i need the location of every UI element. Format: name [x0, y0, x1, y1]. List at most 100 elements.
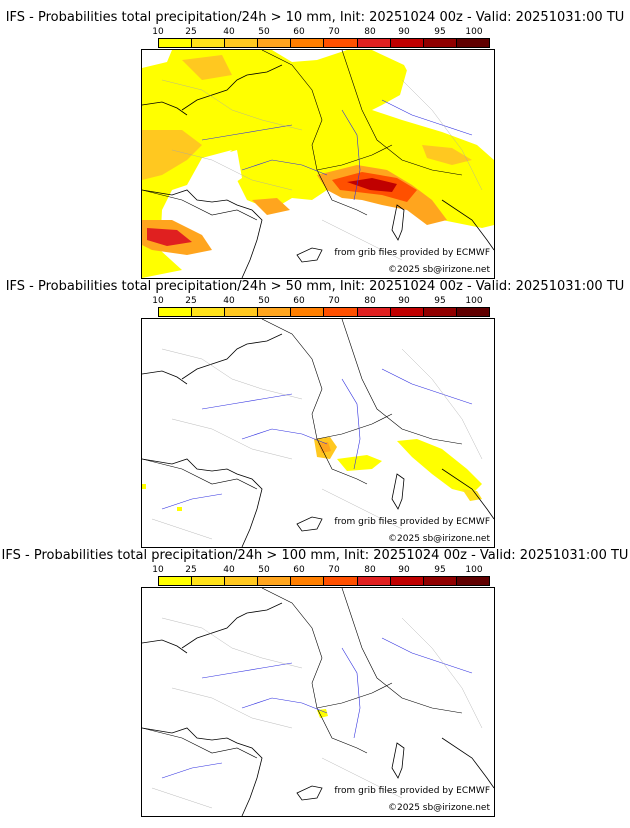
scale-swatch — [159, 308, 193, 316]
scale-swatch — [192, 577, 226, 585]
scale-swatch — [324, 577, 358, 585]
scale-tick: 25 — [185, 27, 197, 37]
panel-title: IFS - Probabilities total precipitation/… — [5, 279, 625, 294]
scale-swatch — [390, 577, 424, 585]
scale-tick: 90 — [398, 565, 410, 575]
scale-swatch — [456, 39, 489, 47]
source-credit: from grib files provided by ECMWF — [334, 248, 490, 258]
scale-swatch — [423, 577, 457, 585]
coastlines — [142, 602, 494, 816]
scale-swatch — [456, 577, 489, 585]
scale-swatch — [324, 39, 358, 47]
scale-tick: 90 — [398, 296, 410, 306]
rivers — [201, 99, 473, 201]
map-svg — [142, 50, 494, 278]
scale-swatch — [192, 308, 226, 316]
scale-swatch — [324, 308, 358, 316]
coastlines — [142, 333, 494, 547]
admin-boundaries — [151, 348, 483, 540]
scale-tick: 100 — [465, 565, 483, 575]
scale-swatch — [390, 39, 424, 47]
scale-swatch — [258, 39, 292, 47]
scale-labels: 10 25 40 50 60 70 80 90 95 100 — [152, 565, 490, 575]
scale-tick: 50 — [258, 296, 270, 306]
scale-tick: 50 — [258, 27, 270, 37]
scale-swatch — [291, 308, 325, 316]
scale-tick: 40 — [223, 296, 235, 306]
probability-scale: 10 25 40 50 60 70 80 90 95 100 — [152, 565, 490, 587]
scale-tick: 70 — [328, 27, 340, 37]
scale-swatch — [225, 577, 259, 585]
scale-swatch — [357, 308, 391, 316]
panel-50mm: IFS - Probabilities total precipitation/… — [0, 269, 630, 548]
scale-swatch — [159, 39, 193, 47]
panel-title: IFS - Probabilities total precipitation/… — [1, 548, 629, 563]
scale-swatch — [225, 308, 259, 316]
scale-labels: 10 25 40 50 60 70 80 90 95 100 — [152, 27, 490, 37]
probability-fill — [142, 50, 494, 278]
scale-colorbar — [158, 576, 490, 586]
scale-tick: 50 — [258, 565, 270, 575]
scale-swatch — [225, 39, 259, 47]
precipitation-map: from grib files provided by ECMWF ©2025 … — [141, 587, 495, 817]
source-credit: from grib files provided by ECMWF — [334, 786, 490, 796]
scale-swatch — [357, 39, 391, 47]
scale-swatch — [258, 308, 292, 316]
scale-tick: 95 — [434, 565, 446, 575]
probability-scale: 10 25 40 50 60 70 80 90 95 100 — [152, 27, 490, 49]
scale-tick: 60 — [293, 27, 305, 37]
coastlines — [142, 64, 494, 278]
panel-title: IFS - Probabilities total precipitation/… — [5, 10, 625, 25]
scale-tick: 100 — [465, 296, 483, 306]
scale-tick: 60 — [293, 296, 305, 306]
scale-tick: 40 — [223, 565, 235, 575]
scale-swatch — [390, 308, 424, 316]
scale-swatch — [258, 577, 292, 585]
country-borders — [142, 588, 463, 759]
scale-tick: 70 — [328, 565, 340, 575]
scale-swatch — [192, 39, 226, 47]
scale-colorbar — [158, 307, 490, 317]
rivers — [161, 368, 473, 510]
precipitation-map: from grib files provided by ECMWF ©2025 … — [141, 49, 495, 279]
scale-tick: 95 — [434, 296, 446, 306]
scale-tick: 70 — [328, 296, 340, 306]
precipitation-map: from grib files provided by ECMWF ©2025 … — [141, 318, 495, 548]
scale-tick: 60 — [293, 565, 305, 575]
copyright-credit: ©2025 sb@irizone.net — [388, 803, 490, 813]
copyright-credit: ©2025 sb@irizone.net — [388, 534, 490, 544]
probability-fill — [317, 709, 328, 718]
scale-tick: 10 — [152, 565, 164, 575]
scale-tick: 90 — [398, 27, 410, 37]
scale-swatch — [291, 39, 325, 47]
admin-boundaries — [151, 617, 483, 809]
map-svg — [142, 588, 494, 816]
probability-fill — [142, 437, 482, 511]
clear-areas — [142, 50, 494, 278]
scale-swatch — [357, 577, 391, 585]
map-svg — [142, 319, 494, 547]
scale-tick: 25 — [185, 565, 197, 575]
admin-boundaries — [161, 79, 483, 261]
scale-swatch — [159, 577, 193, 585]
scale-tick: 80 — [364, 296, 376, 306]
copyright-credit: ©2025 sb@irizone.net — [388, 265, 490, 275]
rivers — [161, 637, 473, 779]
scale-tick: 100 — [465, 27, 483, 37]
panel-100mm: IFS - Probabilities total precipitation/… — [0, 538, 630, 817]
probability-scale: 10 25 40 50 60 70 80 90 95 100 — [152, 296, 490, 318]
scale-swatch — [291, 577, 325, 585]
scale-tick: 10 — [152, 296, 164, 306]
scale-tick: 10 — [152, 27, 164, 37]
scale-tick: 40 — [223, 27, 235, 37]
scale-tick: 80 — [364, 565, 376, 575]
scale-swatch — [423, 39, 457, 47]
scale-labels: 10 25 40 50 60 70 80 90 95 100 — [152, 296, 490, 306]
country-borders — [142, 50, 463, 221]
source-credit: from grib files provided by ECMWF — [334, 517, 490, 527]
country-borders — [142, 319, 463, 490]
scale-colorbar — [158, 38, 490, 48]
scale-swatch — [456, 308, 489, 316]
scale-swatch — [423, 308, 457, 316]
scale-tick: 25 — [185, 296, 197, 306]
